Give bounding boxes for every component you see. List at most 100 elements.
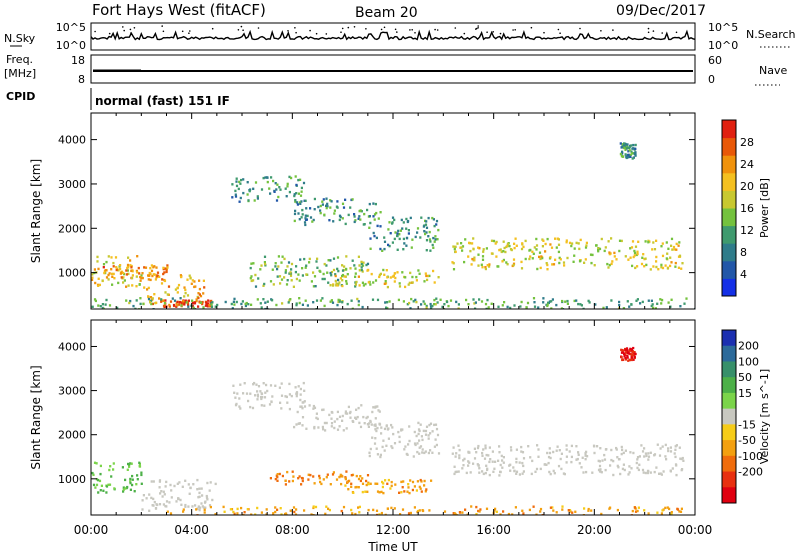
echo-cell [312,506,315,510]
echo-cell [256,398,259,401]
echo-cell [351,307,354,309]
echo-cell [398,285,402,288]
echo-cell [365,479,368,483]
echo-cell [427,434,430,437]
echo-cell [420,435,423,438]
echo-cell [288,382,291,386]
echo-cell [675,444,678,447]
echo-cell [149,296,153,299]
echo-cell [379,453,382,457]
echo-cell [330,200,333,203]
echo-cell [541,245,544,248]
echo-cell [393,507,396,510]
echo-cell [632,143,635,147]
echo-cell [498,445,501,448]
echo-cell [126,269,129,272]
echo-cell [99,489,102,492]
echo-cell [593,451,596,455]
echo-cell [630,246,634,249]
echo-cell [536,267,539,271]
echo-cell [277,255,280,258]
echo-cell [661,298,664,302]
echo-cell [670,261,673,264]
echo-cell [297,178,300,182]
echo-cell [659,298,662,301]
nsearch-point [315,32,318,35]
echo-cell [519,305,522,308]
echo-cell [550,300,553,303]
echo-cell [169,300,173,303]
echo-cell [624,147,627,150]
echo-cell [422,429,425,433]
echo-cell [179,297,182,300]
echo-cell [635,461,638,465]
echo-cell [260,397,263,401]
echo-cell [557,250,560,254]
echo-cell [301,208,304,212]
echo-cell [383,236,386,239]
echo-cell [339,277,342,280]
echo-cell [128,301,131,305]
echo-cell [238,200,241,203]
echo-cell [467,303,470,306]
echo-cell [369,283,372,286]
echo-cell [433,240,436,243]
echo-cell [180,304,183,307]
echo-cell [170,496,173,499]
echo-cell [608,507,611,510]
echo-cell [117,281,120,285]
echo-cell [286,182,289,186]
echo-cell [298,475,301,478]
echo-cell [255,383,258,386]
echo-cell [278,186,281,189]
echo-cell [508,244,511,248]
echo-cell [485,507,489,510]
echo-cell [638,463,641,466]
echo-cell [563,264,566,267]
echo-cell [555,303,558,307]
echo-cell [368,454,371,458]
echo-cell [570,244,573,248]
echo-cell [163,271,166,274]
echo-cell [198,487,201,490]
echo-cell [628,305,631,308]
echo-cell [177,497,180,500]
echo-cell [363,212,366,216]
echo-cell [671,248,674,251]
echo-cell [389,276,392,279]
echo-cell [506,242,509,246]
echo-cell [610,299,613,302]
echo-cell [361,270,364,273]
echo-cell [224,300,227,304]
echo-cell [198,300,201,303]
echo-cell [634,266,637,270]
echo-cell [608,263,611,267]
echo-cell [512,258,516,261]
power-panel [90,112,696,310]
echo-cell [355,408,358,411]
echo-cell [407,512,411,515]
echo-cell [477,509,480,513]
echo-cell [137,266,140,270]
echo-cell [175,302,178,305]
echo-cell [493,509,496,512]
echo-cell [636,265,639,268]
echo-cell [505,261,508,264]
echo-cell [385,424,388,427]
echo-cell [515,470,519,473]
echo-cell [133,490,136,493]
echo-cell [628,352,631,355]
echo-cell [135,275,138,278]
echo-cell [238,397,241,400]
echo-cell [377,409,380,412]
echo-cell [425,226,429,229]
echo-cell [187,305,190,308]
echo-cell [661,242,664,245]
echo-cell [549,472,552,476]
echo-cell [604,246,607,249]
echo-cell [589,253,593,256]
echo-cell [670,511,673,514]
echo-cell [349,416,352,419]
echo-cell [662,470,665,473]
echo-cell [636,298,639,301]
